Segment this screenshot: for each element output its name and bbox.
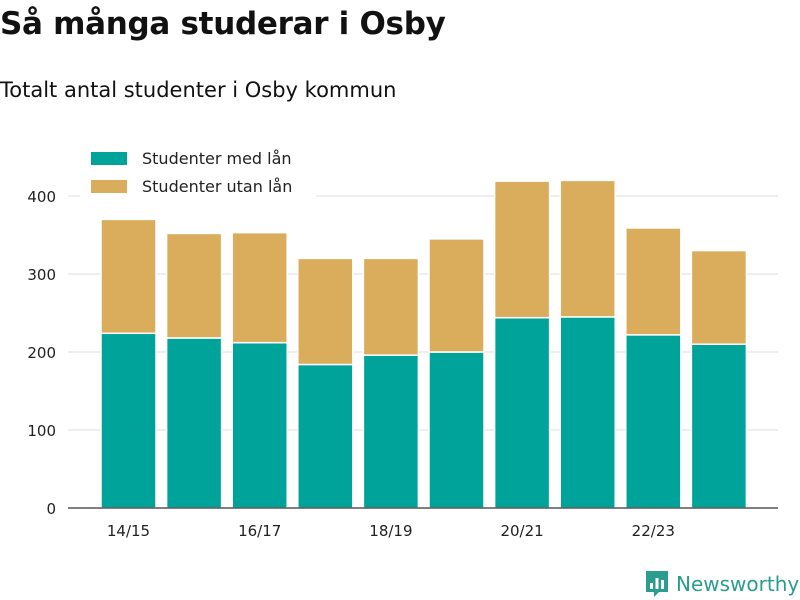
y-tick-label: 100 [27, 422, 56, 440]
y-tick-label: 400 [27, 188, 56, 206]
bar-utan-lan [428, 238, 485, 353]
bar-med-lan [231, 341, 288, 509]
stacked-bar-chart: 0 100 200 300 400 14/15 16/17 18/19 20/21 22/23 St… [27, 149, 778, 540]
bar-utan-lan [690, 249, 748, 345]
bar-med-lan [559, 316, 616, 509]
x-tick-label: 14/15 [107, 522, 150, 540]
legend-label: Studenter med lån [142, 149, 292, 168]
bar-utan-lan [100, 218, 157, 335]
bar-med-lan [690, 343, 748, 509]
bar-med-lan [362, 354, 420, 509]
newsworthy-logo: Newsworthy [644, 568, 799, 600]
chart-subtitle: Totalt antal studenter i Osby kommun [0, 78, 397, 102]
brand-name: Newsworthy [676, 572, 800, 596]
bar-utan-lan [165, 232, 223, 339]
bar-utan-lan [559, 179, 616, 318]
bar-utan-lan [625, 227, 682, 336]
bar-med-lan [428, 351, 485, 509]
x-tick-label: 16/17 [238, 522, 281, 540]
bar-med-lan [625, 334, 682, 509]
x-tick-label: 22/23 [632, 522, 675, 540]
bar-med-lan [493, 316, 551, 509]
bar-utan-lan [362, 257, 420, 356]
legend-label: Studenter utan lån [142, 177, 292, 196]
y-tick-label: 200 [27, 344, 56, 362]
y-tick-label: 300 [27, 266, 56, 284]
bar-med-lan [297, 363, 354, 509]
legend-swatch [91, 152, 127, 165]
bar-utan-lan [297, 257, 354, 366]
x-tick-label: 20/21 [500, 522, 543, 540]
chart-logo-icon [646, 571, 668, 597]
chart-title: Så många studerar i Osby [0, 6, 446, 42]
bar-utan-lan [493, 180, 551, 319]
y-tick-label: 0 [46, 500, 56, 518]
x-tick-label: 18/19 [369, 522, 412, 540]
bar-utan-lan [231, 231, 288, 344]
bar-med-lan [100, 332, 157, 509]
bar-med-lan [165, 337, 223, 509]
legend-swatch [91, 180, 127, 193]
